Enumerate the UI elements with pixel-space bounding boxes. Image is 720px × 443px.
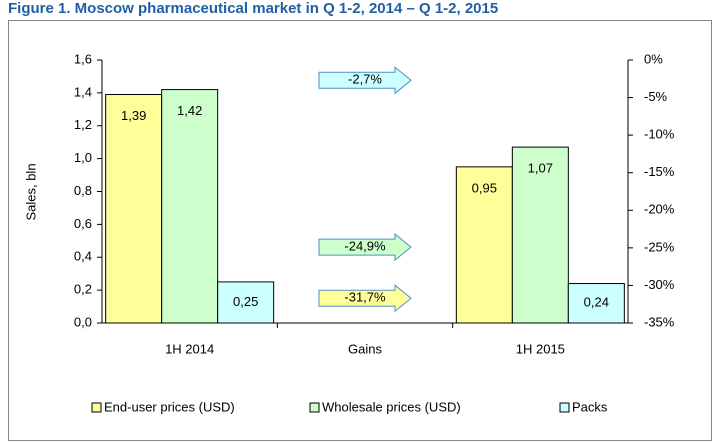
gain-arrow [318,66,412,95]
y-tick-label: 0,2 [74,282,92,297]
legend-label: End-user prices (USD) [104,399,235,414]
y2-tick-label: -30% [644,277,675,292]
value-label: 0,25 [233,294,258,309]
y-tick-label: 0,8 [74,183,92,198]
y2-tick-label: -10% [644,127,675,142]
y2-tick-label: -15% [644,164,675,179]
y-tick-label: 1,6 [74,51,92,66]
bar [567,283,625,324]
y-tick-label: 1,2 [74,117,92,132]
legend-swatch [559,402,570,413]
y-axis-label: Sales, bln [23,163,38,220]
value-label: 0,24 [584,295,609,310]
bar [105,94,163,324]
value-label: 1,07 [528,161,553,176]
y2-tick-label: -25% [644,239,675,254]
y-tick-label: 0,4 [74,249,92,264]
gain-label: -24,9% [344,239,386,254]
value-label: 1,42 [177,103,202,118]
gain-label: -2,7% [348,72,382,87]
bar [217,281,275,324]
y-tick-label: 0,6 [74,216,92,231]
legend-label: Packs [572,399,608,414]
y-tick-label: 1,0 [74,150,92,165]
bar [455,166,513,324]
y-tick-label: 1,4 [74,84,92,99]
bar [161,89,219,324]
y2-tick-label: -20% [644,202,675,217]
y2-tick-label: -5% [644,89,668,104]
y2-tick-label: 0% [644,51,663,66]
gain-arrow [318,284,412,313]
x-tick-label: Gains [348,341,382,356]
y2-tick-label: -35% [644,314,675,329]
value-label: 0,95 [472,180,497,195]
bar [511,146,569,324]
y-tick-label: 0,0 [74,314,92,329]
chart-title: Figure 1. Moscow pharmaceutical market i… [8,0,498,17]
legend-swatch [91,402,102,413]
value-label: 1,39 [121,108,146,123]
legend-label: Wholesale prices (USD) [322,399,461,414]
legend-swatch [309,402,320,413]
x-tick-label: 1H 2015 [516,341,565,356]
x-tick-label: 1H 2014 [165,341,214,356]
gain-arrow [318,233,412,262]
gain-label: -31,7% [344,290,386,305]
